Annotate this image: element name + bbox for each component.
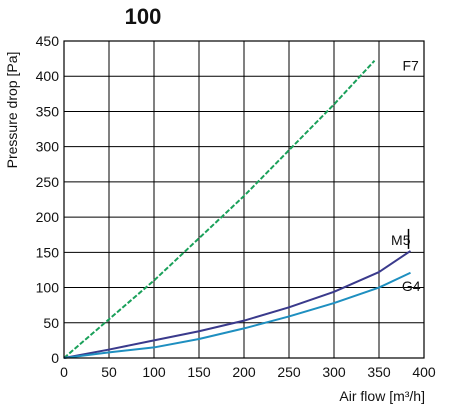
x-tick-label: 150 <box>187 364 211 380</box>
series-label-m5: M5 <box>391 232 411 248</box>
y-tick-label: 300 <box>36 139 60 155</box>
y-tick-label: 50 <box>43 315 59 331</box>
series-label-f7: F7 <box>403 58 420 74</box>
y-tick-label: 250 <box>36 174 60 190</box>
y-tick-label: 150 <box>36 244 60 260</box>
series-line-g4 <box>63 271 411 359</box>
y-tick-label: 450 <box>36 33 60 49</box>
x-tick-label: 100 <box>142 364 166 380</box>
x-tick-label: 350 <box>367 364 391 380</box>
y-tick-label: 0 <box>51 350 59 366</box>
x-tick-label: 0 <box>60 364 68 380</box>
y-axis-label: Pressure drop [Pa] <box>4 52 20 169</box>
y-tick-label: 400 <box>36 68 60 84</box>
grid-layer <box>64 41 424 358</box>
series-line-f7 <box>63 60 376 359</box>
tick-layer: 0 50 100 150 200 250 300 350 400 0 50 100 150 200 250 3… <box>36 33 436 380</box>
series-label-layer: F7 M5 G4 <box>391 58 421 294</box>
x-tick-label: 50 <box>101 364 117 380</box>
y-tick-label: 350 <box>36 103 60 119</box>
x-axis-label: Air flow [m³/h] <box>339 388 425 404</box>
x-tick-label: 200 <box>232 364 256 380</box>
y-tick-label: 200 <box>36 209 60 225</box>
series-layer <box>63 60 412 359</box>
y-tick-label: 100 <box>36 280 60 296</box>
series-label-g4: G4 <box>402 278 421 294</box>
chart-title: 100 <box>125 4 162 29</box>
plot-frame <box>63 40 425 359</box>
x-tick-label: 300 <box>322 364 346 380</box>
x-tick-label: 400 <box>412 364 436 380</box>
x-tick-label: 250 <box>277 364 301 380</box>
series-line-m5 <box>63 250 412 359</box>
